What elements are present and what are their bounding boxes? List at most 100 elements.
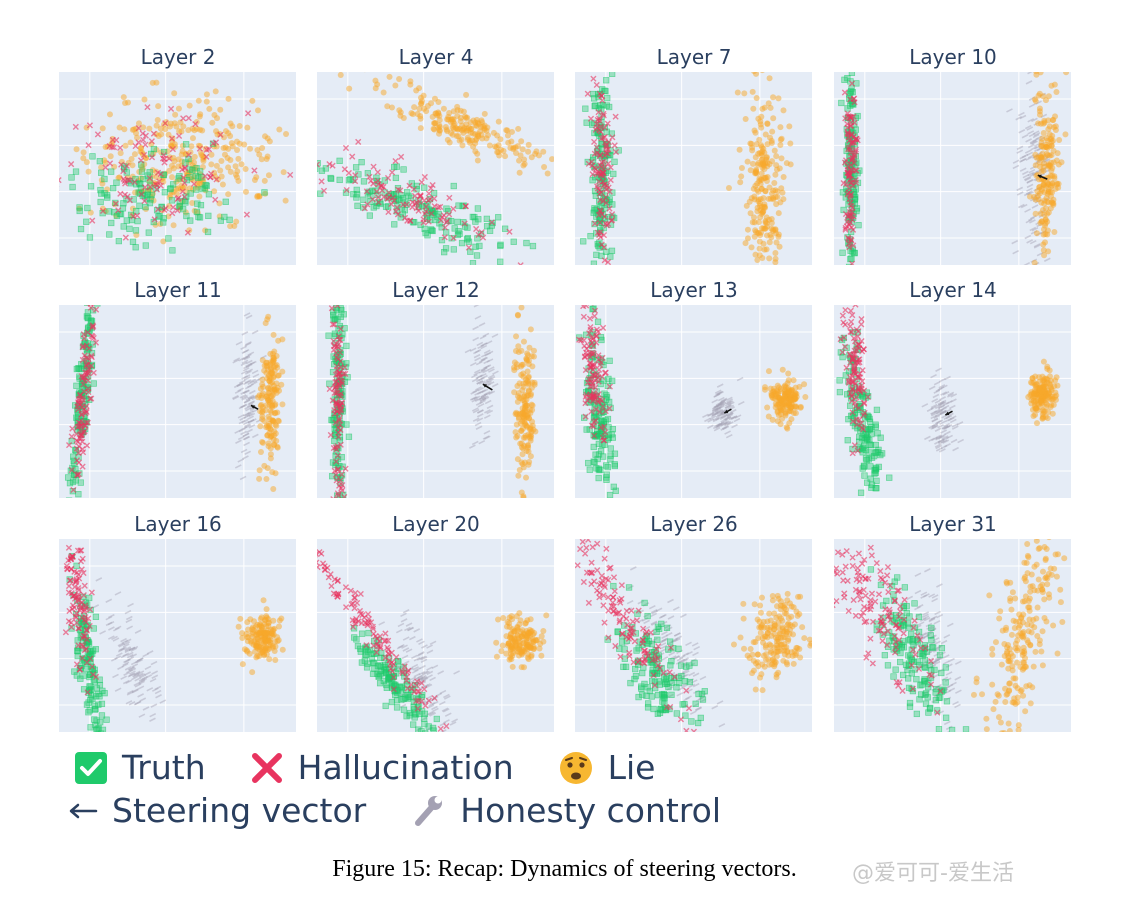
truth-point xyxy=(853,205,861,212)
truth-point xyxy=(195,213,202,221)
plot-area xyxy=(575,305,812,498)
lie-point xyxy=(135,120,142,127)
truth-point xyxy=(299,156,305,162)
hallucination-point xyxy=(74,547,82,554)
honesty-control-point xyxy=(717,405,725,410)
hallucination-point xyxy=(168,135,176,142)
hallucination-point xyxy=(431,203,438,210)
hallucination-point xyxy=(87,655,94,662)
lie-point xyxy=(758,225,765,232)
lie-point xyxy=(815,387,821,393)
truth-point xyxy=(610,483,617,490)
honesty-control-point xyxy=(416,638,423,643)
honesty-control-point xyxy=(711,409,719,414)
lie-point xyxy=(520,493,527,498)
hallucination-point xyxy=(603,199,610,206)
lie-point xyxy=(754,180,761,187)
truth-point xyxy=(609,426,617,433)
lie-point xyxy=(475,120,482,127)
lie-point xyxy=(777,141,784,148)
honesty-control-point xyxy=(417,673,425,679)
honesty-control-point xyxy=(937,438,945,444)
honesty-control-point xyxy=(244,423,251,428)
lie-point xyxy=(272,430,279,437)
hallucination-point xyxy=(425,197,432,204)
lie-point xyxy=(773,153,780,160)
hallucination-point xyxy=(338,485,345,492)
honesty-control-point xyxy=(426,670,434,676)
honesty-control-point xyxy=(246,403,254,408)
lie-point xyxy=(777,124,784,131)
honesty-control-point xyxy=(481,388,489,394)
lie-point xyxy=(778,155,785,162)
lie-point xyxy=(511,359,518,366)
hallucination-point xyxy=(337,325,344,332)
honesty-control-point xyxy=(477,387,484,392)
hallucination-point xyxy=(576,336,583,343)
truth-point xyxy=(844,437,851,444)
lie-point xyxy=(21,216,27,222)
hallucination-point xyxy=(329,162,336,169)
hallucination-point xyxy=(330,496,337,498)
truth-point xyxy=(838,99,845,107)
truth-point xyxy=(844,266,850,272)
honesty-control-point xyxy=(726,400,734,405)
honesty-control-point xyxy=(720,426,728,431)
truth-point xyxy=(87,183,95,190)
honesty-control-point xyxy=(725,433,733,439)
truth-point xyxy=(590,209,597,216)
lie-point xyxy=(768,139,775,146)
honesty-control-point xyxy=(144,665,152,671)
honesty-control-point xyxy=(127,689,134,695)
hallucination-point xyxy=(73,457,81,464)
honesty-control-point xyxy=(395,628,403,634)
honesty-control-point xyxy=(944,430,951,436)
hallucination-point xyxy=(80,569,87,577)
lie-point xyxy=(242,165,249,172)
steering-vector-arrow xyxy=(250,404,259,410)
lie-point xyxy=(780,196,787,203)
lie-point xyxy=(236,140,243,147)
truth-point xyxy=(381,177,388,184)
truth-point xyxy=(142,203,149,211)
truth-point xyxy=(608,268,614,274)
honesty-control-point xyxy=(121,662,129,668)
honesty-control-point xyxy=(134,629,142,634)
hallucination-point xyxy=(67,556,74,563)
lie-point xyxy=(263,651,270,658)
cluster-ctrl xyxy=(702,376,745,439)
honesty-control-point xyxy=(471,373,478,379)
honesty-control-point xyxy=(486,409,494,415)
lie-point xyxy=(219,181,226,188)
honesty-control-point xyxy=(136,657,144,662)
honesty-control-point xyxy=(128,646,136,652)
honesty-control-point xyxy=(242,420,250,426)
lie-point xyxy=(493,639,500,646)
lie-point xyxy=(527,424,534,431)
truth-point xyxy=(136,202,143,209)
hallucination-point xyxy=(66,577,73,584)
lie-point xyxy=(1040,93,1047,100)
lie-point xyxy=(530,347,537,354)
lie-point xyxy=(774,389,781,396)
honesty-control-point xyxy=(237,387,245,392)
honesty-control-point xyxy=(1015,116,1023,121)
lie-point xyxy=(273,422,280,429)
truth-point xyxy=(126,225,133,232)
hallucination-point xyxy=(78,642,85,649)
lie-point xyxy=(232,171,239,178)
lie-point xyxy=(170,188,177,195)
honesty-control-point xyxy=(424,683,431,688)
hallucination-point xyxy=(597,229,604,236)
truth-point xyxy=(417,221,424,229)
honesty-control-point xyxy=(711,412,718,418)
hallucination-point xyxy=(601,369,609,377)
honesty-control-point xyxy=(945,417,952,423)
lie-point xyxy=(750,185,757,192)
truth-point xyxy=(872,423,879,430)
honesty-control-point xyxy=(249,389,256,395)
honesty-control-point xyxy=(1028,168,1036,174)
truth-point xyxy=(593,431,601,438)
hallucination-point xyxy=(68,433,75,440)
truth-point xyxy=(117,211,125,218)
